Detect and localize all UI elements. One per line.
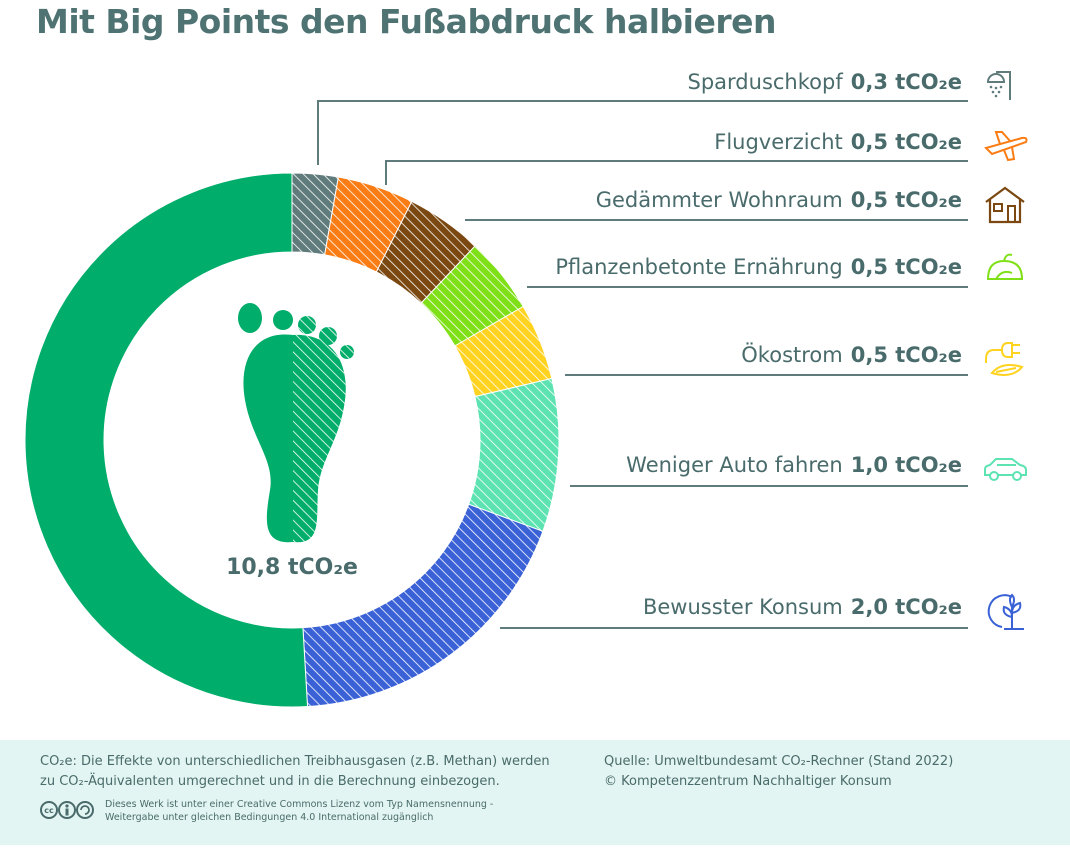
donut-segment-hatch — [302, 504, 543, 707]
donut-chart — [24, 100, 968, 708]
donut-segment-hatch — [324, 177, 412, 272]
source: Quelle: Umweltbundesamt CO₂-Rechner (Sta… — [604, 752, 953, 792]
license-text: Dieses Werk ist unter einer Creative Com… — [105, 798, 493, 824]
house-icon — [985, 186, 1025, 224]
segment-name: Bewusster Konsum — [642, 595, 843, 619]
leader-line — [385, 160, 968, 185]
leader-line — [317, 100, 968, 165]
globe-plant-icon — [987, 593, 1024, 630]
segment-name: Pflanzenbetonte Ernährung — [555, 255, 843, 279]
license-line: Weitergabe unter gleichen Bedingungen 4.… — [105, 812, 434, 823]
segment-value: 0,5 tCO₂e — [850, 188, 962, 212]
donut-segment-hatch — [468, 378, 560, 532]
segment-label: Bewusster Konsum 2,0 tCO₂e — [643, 595, 962, 619]
segment-label: Ökostrom 0,5 tCO₂e — [741, 343, 962, 367]
green-power-plug-icon — [985, 342, 1024, 376]
svg-text:cc: cc — [44, 806, 54, 815]
segment-value: 2,0 tCO₂e — [850, 595, 962, 619]
segment-name: Sparduschkopf — [687, 70, 843, 94]
segment-label: Weniger Auto fahren 1,0 tCO₂e — [626, 453, 962, 477]
vegetables-icon — [986, 253, 1024, 280]
total-label: 10,8 tCO₂e — [226, 555, 358, 580]
segment-name: Weniger Auto fahren — [626, 453, 843, 477]
segment-name: Gedämmter Wohnraum — [595, 188, 843, 212]
segment-label: Flugverzicht 0,5 tCO₂e — [714, 130, 962, 154]
footnote: CO₂e: Die Effekte von unterschiedlichen … — [40, 752, 550, 792]
donut-segment-hatch — [454, 306, 552, 397]
segment-name: Flugverzicht — [714, 130, 843, 154]
segment-value: 0,5 tCO₂e — [850, 130, 962, 154]
page-title: Mit Big Points den Fußabdruck halbieren — [36, 2, 776, 41]
source-line: Quelle: Umweltbundesamt CO₂-Rechner (Sta… — [604, 754, 954, 769]
shower-icon — [986, 71, 1011, 100]
donut-segment — [24, 172, 309, 708]
copyright-line: © Kompetenzzentrum Nachhaltiger Konsum — [604, 774, 892, 789]
segment-label: Sparduschkopf 0,3 tCO₂e — [688, 70, 962, 94]
donut-segment-hatch — [292, 173, 339, 255]
footprint-icon — [238, 303, 354, 543]
creative-commons-icon: cc — [40, 801, 94, 819]
segment-label: Pflanzenbetonte Ernährung 0,5 tCO₂e — [555, 255, 962, 279]
car-icon — [984, 458, 1027, 481]
segment-value: 0,5 tCO₂e — [850, 255, 962, 279]
segment-value: 1,0 tCO₂e — [850, 453, 962, 477]
donut-segment-hatch — [376, 201, 476, 304]
segment-value: 0,5 tCO₂e — [850, 343, 962, 367]
segment-name: Ökostrom — [741, 343, 843, 367]
airplane-icon — [984, 131, 1028, 162]
footer: CO₂e: Die Effekte von unterschiedlichen … — [0, 740, 1070, 845]
footnote-line: zu CO₂-Äquivalenten umgerechnet und in d… — [40, 774, 500, 789]
segment-value: 0,3 tCO₂e — [850, 70, 962, 94]
footnote-line: CO₂e: Die Effekte von unterschiedlichen … — [40, 754, 550, 769]
segment-label: Gedämmter Wohnraum 0,5 tCO₂e — [596, 188, 962, 212]
license-line: Dieses Werk ist unter einer Creative Com… — [105, 799, 494, 810]
